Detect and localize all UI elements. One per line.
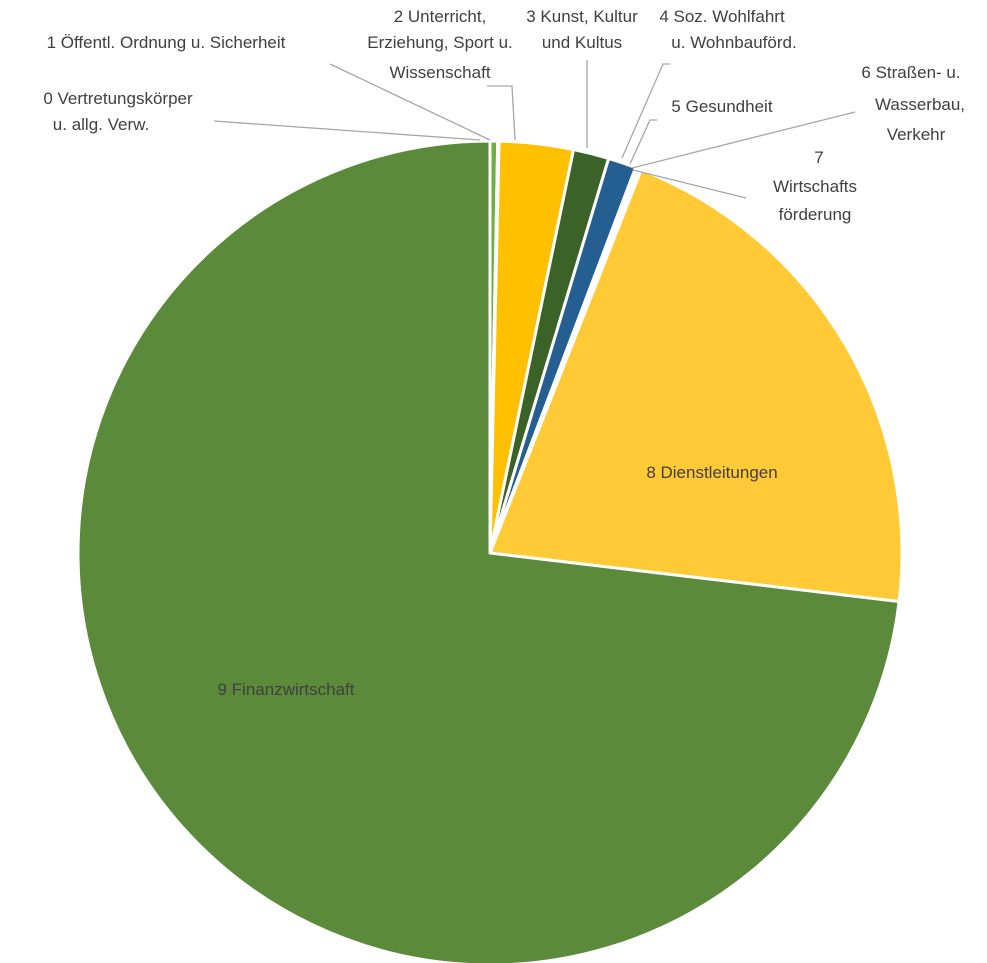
- slice-label: 0 Vertretungskörper u. allg. Verw.: [43, 89, 193, 134]
- leader-line: [329, 63, 491, 141]
- leader-line: [621, 63, 670, 159]
- leader-line: [629, 119, 657, 165]
- pie-slice-9-finanzwirtschaft: [76, 139, 901, 963]
- leader-line: [632, 169, 747, 199]
- slice-label: 5 Gesundheit: [671, 97, 772, 116]
- pie-slice-8-dienstleitungen: [488, 168, 904, 604]
- slice-label: 7 Wirtschafts förderung: [773, 148, 857, 224]
- slice-label: 3 Kunst, Kultur und Kultus: [526, 7, 638, 52]
- slice-label: 2 Unterricht, Erziehung, Sport u. Wissensc…: [367, 7, 513, 82]
- pie-slices: [76, 139, 904, 963]
- slice-labels: 0 Vertretungskörper u. allg. Verw. 1 Öffen…: [43, 7, 965, 699]
- slice-label: 8 Dienstleitungen: [646, 463, 777, 482]
- leader-line: [487, 85, 516, 141]
- leader-lines: [213, 60, 856, 199]
- slice-label: 6 Straßen- u. Wasserbau, Verkehr: [861, 63, 965, 144]
- leader-line: [631, 111, 856, 169]
- slice-label: 9 Finanzwirtschaft: [218, 680, 355, 699]
- slice-label: 1 Öffentl. Ordnung u. Sicherheit: [47, 33, 286, 52]
- leader-line: [213, 120, 481, 141]
- slice-label: 4 Soz. Wohlfahrt u. Wohnbauförd.: [659, 7, 796, 52]
